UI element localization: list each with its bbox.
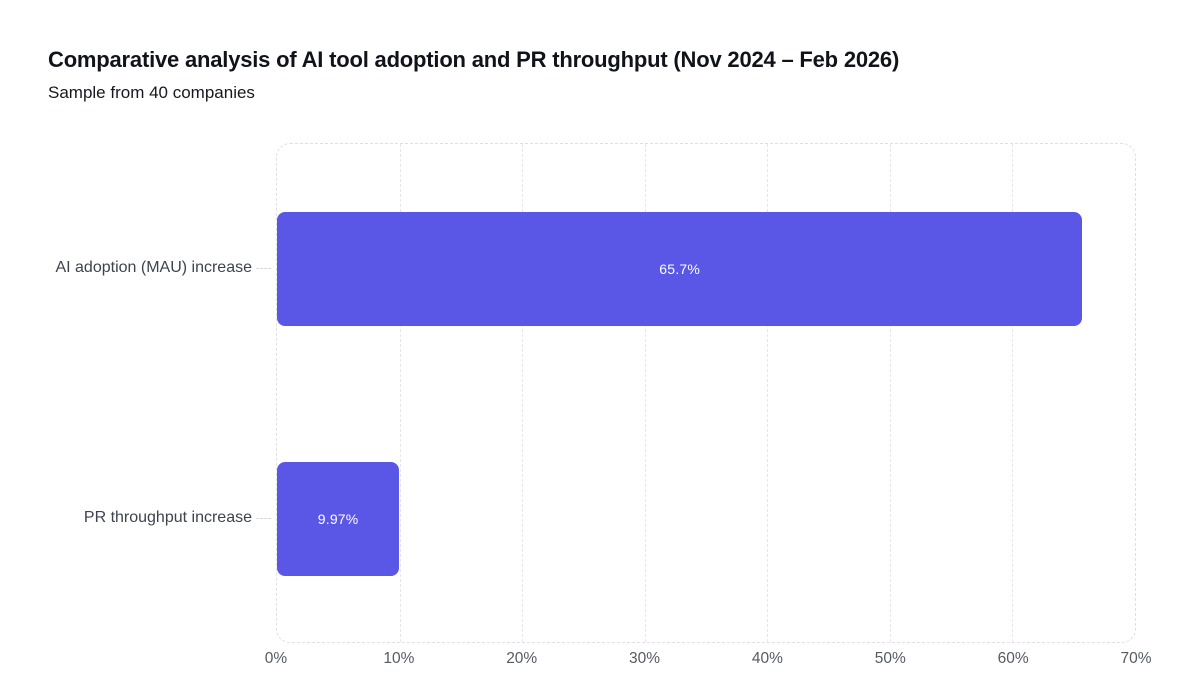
bar-0[interactable]: 65.7% xyxy=(277,212,1083,326)
chart-title: Comparative analysis of AI tool adoption… xyxy=(48,47,900,72)
y-tick xyxy=(256,518,271,519)
x-tick-label: 30% xyxy=(629,650,661,667)
gridline xyxy=(889,144,891,642)
gridline xyxy=(522,144,524,642)
gridline xyxy=(399,144,401,642)
bar-1[interactable]: 9.97% xyxy=(277,462,400,576)
bar-value-label: 9.97% xyxy=(317,511,359,527)
plot-area: 65.7% 9.97% xyxy=(276,143,1136,643)
gridline xyxy=(644,144,646,642)
category-label: AI adoption (MAU) increase xyxy=(55,259,252,276)
x-tick-label: 60% xyxy=(997,650,1029,667)
gridline xyxy=(767,144,769,642)
x-tick-label: 0% xyxy=(264,650,288,667)
gridline xyxy=(1012,144,1014,642)
y-tick xyxy=(256,268,271,269)
x-tick-label: 50% xyxy=(874,650,906,667)
x-tick-label: 10% xyxy=(383,650,415,667)
x-tick-label: 40% xyxy=(751,650,783,667)
chart-subtitle: Sample from 40 companies xyxy=(48,83,255,102)
x-tick-label: 70% xyxy=(1120,650,1152,667)
y-axis: AI adoption (MAU) increase PR throughput … xyxy=(0,143,276,643)
bar-value-label: 65.7% xyxy=(659,261,700,277)
x-tick-label: 20% xyxy=(506,650,538,667)
category-label: PR throughput increase xyxy=(83,509,252,526)
x-axis: 0% 10% 20% 30% 40% 50% 60% 70% xyxy=(265,650,1152,672)
